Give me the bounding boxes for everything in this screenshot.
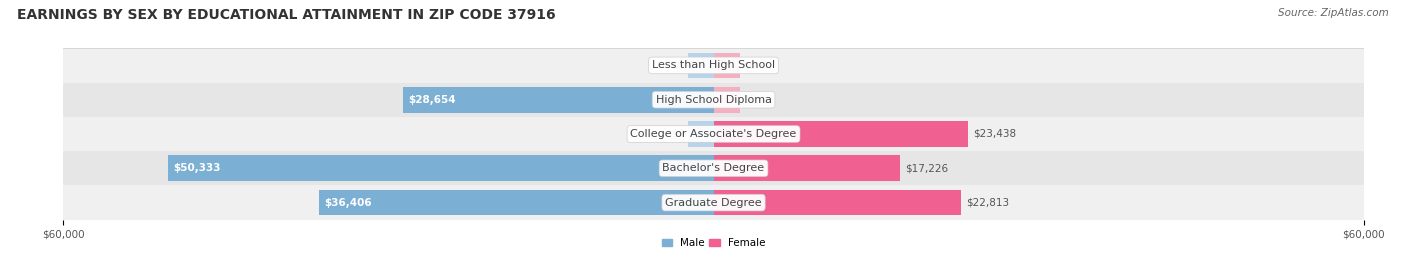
Bar bbox=[404, 87, 713, 113]
Text: Source: ZipAtlas.com: Source: ZipAtlas.com bbox=[1278, 8, 1389, 18]
Text: $50,333: $50,333 bbox=[173, 163, 221, 173]
Text: $0: $0 bbox=[671, 129, 685, 139]
Bar bbox=[63, 185, 1364, 220]
Text: $17,226: $17,226 bbox=[905, 163, 949, 173]
Bar bbox=[319, 190, 713, 215]
Bar bbox=[688, 53, 713, 78]
Text: $22,813: $22,813 bbox=[966, 198, 1010, 208]
Bar bbox=[63, 83, 1364, 117]
Text: Less than High School: Less than High School bbox=[652, 60, 775, 70]
Text: EARNINGS BY SEX BY EDUCATIONAL ATTAINMENT IN ZIP CODE 37916: EARNINGS BY SEX BY EDUCATIONAL ATTAINMEN… bbox=[17, 8, 555, 22]
Bar bbox=[63, 151, 1364, 185]
Bar bbox=[169, 155, 713, 181]
Legend: Male, Female: Male, Female bbox=[658, 234, 769, 252]
Bar bbox=[713, 121, 967, 147]
Text: High School Diploma: High School Diploma bbox=[655, 95, 772, 105]
Text: $36,406: $36,406 bbox=[325, 198, 371, 208]
Text: $28,654: $28,654 bbox=[408, 95, 456, 105]
Bar bbox=[713, 155, 900, 181]
Bar bbox=[713, 87, 740, 113]
Text: Graduate Degree: Graduate Degree bbox=[665, 198, 762, 208]
Text: Bachelor's Degree: Bachelor's Degree bbox=[662, 163, 765, 173]
Bar bbox=[688, 121, 713, 147]
Text: $0: $0 bbox=[742, 95, 756, 105]
Bar bbox=[63, 48, 1364, 83]
Text: $0: $0 bbox=[742, 60, 756, 70]
Text: College or Associate's Degree: College or Associate's Degree bbox=[630, 129, 797, 139]
Text: $23,438: $23,438 bbox=[973, 129, 1017, 139]
Bar bbox=[713, 53, 740, 78]
Bar bbox=[713, 190, 960, 215]
Text: $0: $0 bbox=[671, 60, 685, 70]
Bar bbox=[63, 117, 1364, 151]
